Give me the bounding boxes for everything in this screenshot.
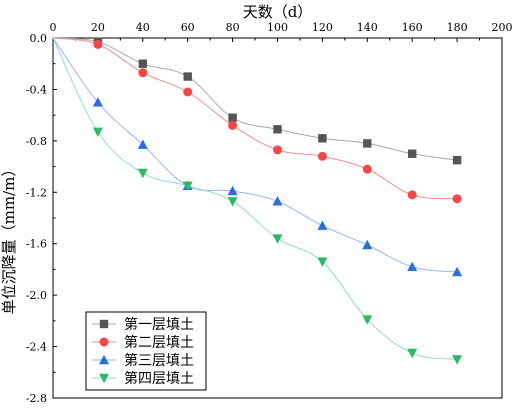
data-point	[317, 220, 328, 230]
legend-label: 第一层填土	[124, 316, 194, 333]
data-point	[183, 72, 192, 81]
data-point	[452, 155, 462, 165]
data-point	[92, 127, 103, 138]
data-point	[407, 190, 417, 200]
y-tick-label: -0.8	[26, 135, 47, 148]
data-point	[227, 197, 238, 207]
series-1	[52, 37, 462, 165]
data-point	[452, 266, 463, 277]
legend-label: 第四层填土	[124, 370, 194, 387]
y-axis-label: 单位沉降量（mm/m）	[0, 162, 18, 315]
series-layer	[52, 37, 463, 365]
data-point	[318, 134, 327, 143]
data-point	[228, 120, 238, 130]
data-point	[362, 239, 373, 250]
y-tick-label: -2.8	[26, 392, 47, 405]
y-tick-label: 0.0	[30, 32, 48, 45]
data-point	[363, 139, 372, 148]
y-axis: 0.0 -0.4 -0.8 -1.2 -1.6 -2.0 -2.4 -2.8	[26, 32, 57, 405]
x-tick-label: 80	[226, 21, 240, 34]
data-point	[272, 196, 283, 206]
data-point	[272, 234, 283, 244]
series-line	[52, 37, 458, 200]
data-point	[452, 355, 463, 365]
data-point	[138, 59, 147, 68]
data-point	[317, 151, 327, 161]
x-tick-label: 20	[91, 21, 105, 34]
series-line	[52, 37, 458, 360]
legend-item: 第二层填土	[92, 334, 194, 351]
data-point	[227, 185, 238, 196]
data-point	[407, 261, 418, 272]
data-point	[228, 113, 237, 122]
y-tick-label: -1.6	[26, 238, 47, 251]
data-point	[92, 97, 103, 107]
legend-marker	[99, 319, 109, 329]
series-4	[52, 37, 463, 365]
y-tick-label: -2.0	[26, 289, 47, 302]
series-3	[52, 37, 463, 277]
x-axis: 0 20 40 60 80 100 120 140 160 180 200	[50, 21, 513, 42]
data-point	[408, 149, 417, 158]
data-point	[273, 125, 282, 134]
data-point	[138, 68, 148, 78]
legend-marker	[99, 373, 109, 384]
data-point	[362, 315, 373, 325]
data-point	[407, 348, 418, 359]
legend-item: 第一层填土	[92, 316, 194, 333]
data-point	[317, 257, 328, 267]
data-point	[183, 87, 193, 97]
x-tick-label: 40	[136, 21, 150, 34]
x-tick-label: 100	[267, 21, 288, 34]
legend-item: 第三层填土	[92, 352, 194, 369]
x-tick-label: 200	[492, 21, 513, 34]
data-point	[137, 139, 148, 149]
data-point	[182, 181, 193, 192]
y-tick-label: -1.2	[26, 186, 47, 199]
legend-label: 第三层填土	[124, 352, 194, 369]
legend-label: 第二层填土	[124, 334, 194, 351]
x-tick-label: 0	[50, 21, 57, 34]
data-point	[273, 145, 282, 155]
x-tick-label: 120	[312, 21, 333, 34]
data-point	[137, 168, 148, 179]
legend-marker	[99, 337, 109, 347]
data-point	[452, 194, 462, 204]
x-tick-label: 160	[402, 21, 423, 34]
data-point	[362, 164, 372, 174]
legend-marker	[99, 354, 109, 365]
series-2	[52, 37, 462, 204]
x-tick-label: 60	[181, 21, 195, 34]
series-line	[52, 37, 458, 161]
y-tick-label: -0.4	[26, 83, 47, 96]
legend-item: 第四层填土	[92, 370, 194, 387]
y-tick-label: -2.4	[26, 341, 47, 354]
x-tick-label: 140	[357, 21, 378, 34]
x-axis-label: 天数（d）	[243, 3, 313, 21]
x-tick-label: 180	[447, 21, 468, 34]
data-point	[93, 39, 103, 49]
series-line	[52, 37, 458, 273]
